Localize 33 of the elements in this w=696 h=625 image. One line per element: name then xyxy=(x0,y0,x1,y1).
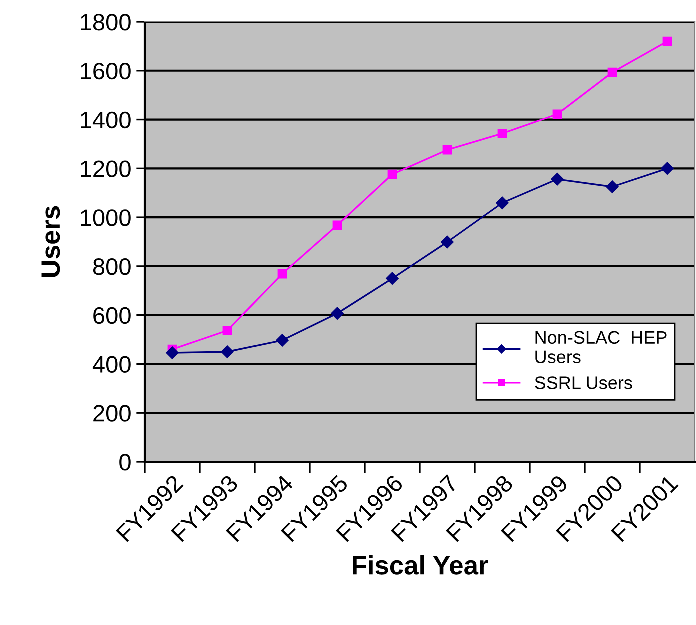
point xyxy=(166,346,179,360)
y-tick-label: 800 xyxy=(93,258,131,276)
point xyxy=(606,180,619,194)
y-tick-label: 1400 xyxy=(81,112,131,129)
y-tick-label: 1200 xyxy=(81,160,131,178)
y-tick-label: 200 xyxy=(94,405,131,422)
x-axis-title: Fiscal Year xyxy=(353,555,488,575)
y-tick-label: 1000 xyxy=(81,210,131,226)
point xyxy=(496,196,509,210)
y-axis-title: Users xyxy=(42,206,60,278)
point xyxy=(332,220,342,230)
point xyxy=(442,145,452,155)
point xyxy=(552,110,562,120)
point xyxy=(388,170,398,180)
legend-label: Non-SLAC HEP Users xyxy=(536,331,667,364)
point xyxy=(661,162,674,176)
point xyxy=(551,173,564,186)
point xyxy=(608,68,618,78)
y-tick-label: 1600 xyxy=(81,62,131,80)
point xyxy=(441,236,454,249)
y-tick-label: 0 xyxy=(120,454,131,471)
point xyxy=(221,346,234,358)
point xyxy=(331,307,344,320)
point xyxy=(276,334,289,347)
point xyxy=(498,129,508,138)
point xyxy=(278,269,288,279)
legend-label: SSRL Users xyxy=(535,376,632,390)
y-tick-label: 1800 xyxy=(81,14,131,31)
point xyxy=(386,272,399,286)
y-tick-label: 600 xyxy=(94,307,131,324)
point xyxy=(662,36,672,46)
point xyxy=(222,326,232,336)
y-tick-label: 400 xyxy=(92,356,131,374)
